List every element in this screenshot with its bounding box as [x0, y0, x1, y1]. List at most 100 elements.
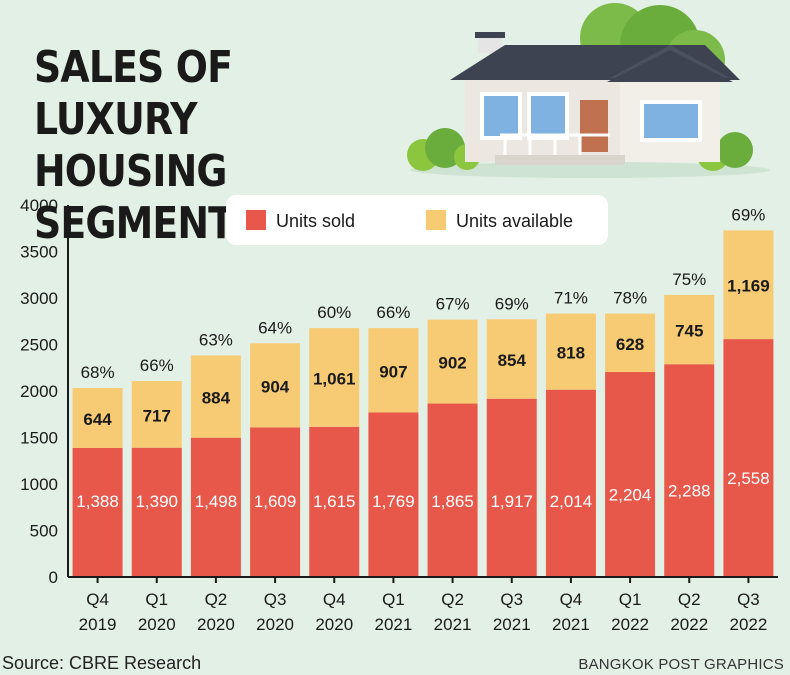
bar-units-sold	[368, 412, 419, 577]
bar-units-available	[545, 313, 596, 390]
label-percent-sold: 67%	[436, 295, 470, 314]
bar-units-sold	[309, 426, 360, 577]
legend-swatch-available	[426, 210, 446, 230]
x-tick-year: 2021	[375, 615, 413, 634]
legend-swatch-sold	[246, 210, 266, 230]
x-tick-year: 2019	[79, 615, 117, 634]
bar-units-available	[131, 381, 182, 448]
graphics-credit: BANGKOK POST GRAPHICS	[578, 656, 784, 673]
bar-units-sold	[486, 398, 537, 577]
porch-railing	[500, 133, 610, 155]
y-tick-label: 2500	[20, 336, 58, 355]
label-units-sold: 1,865	[431, 492, 474, 511]
label-percent-sold: 69%	[731, 205, 765, 224]
y-axis: 0 500 1000 1500 2000 2500 3000 3500 4000	[20, 196, 69, 587]
y-tick-label: 2000	[20, 382, 58, 401]
legend-label-sold: Units sold	[276, 211, 355, 231]
bar-units-available	[723, 230, 774, 340]
x-tick-year: 2022	[730, 615, 768, 634]
label-units-sold: 1,609	[254, 492, 297, 511]
label-units-available: 717	[143, 406, 171, 425]
label-percent-sold: 64%	[258, 318, 292, 337]
label-units-sold: 2,204	[609, 486, 652, 505]
chimney	[478, 35, 502, 53]
y-tick-label: 1500	[20, 429, 58, 448]
x-tick-quarter: Q1	[382, 590, 405, 609]
label-units-available: 902	[438, 354, 466, 373]
x-tick-quarter: Q3	[264, 590, 287, 609]
x-tick-year: 2020	[197, 615, 235, 634]
bar-units-sold	[427, 403, 478, 577]
legend-label-available: Units available	[456, 211, 573, 231]
bar-units-sold	[605, 372, 656, 577]
x-tick-year: 2022	[611, 615, 649, 634]
y-tick-label: 4000	[20, 196, 58, 215]
bars: 1,388 644 68% 1,390 717 66% 1,498 884 63% 1,609 90…	[72, 205, 774, 577]
bar-units-available	[368, 328, 419, 413]
x-axis: Q4 2019 Q1 2020 Q2 2020 Q3 2020 Q4 2020 Q1 2021 Q2 20…	[68, 576, 778, 634]
label-units-available: 907	[379, 362, 407, 381]
bar-chart: 0 500 1000 1500 2000 2500 3000 3500 4000 1,388 64…	[20, 195, 778, 634]
y-tick-label: 500	[30, 522, 58, 541]
label-units-sold: 1,769	[372, 492, 415, 511]
label-units-sold: 1,615	[313, 492, 356, 511]
label-units-sold: 1,388	[76, 492, 119, 511]
title-line-1: SALES OF LUXURY	[34, 42, 233, 145]
legend-box	[226, 195, 608, 245]
bar-units-available	[486, 319, 537, 399]
bar-units-sold	[664, 364, 715, 577]
bar-units-available	[250, 343, 301, 428]
label-units-sold: 1,917	[490, 492, 533, 511]
x-tick-year: 2020	[138, 615, 176, 634]
label-units-available: 1,169	[727, 277, 770, 296]
label-percent-sold: 63%	[199, 330, 233, 349]
bar-units-available	[427, 319, 478, 404]
x-tick-year: 2021	[434, 615, 472, 634]
x-tick-quarter: Q3	[737, 590, 760, 609]
x-tick-quarter: Q1	[145, 590, 168, 609]
label-percent-sold: 66%	[376, 303, 410, 322]
label-units-sold: 2,014	[550, 492, 593, 511]
label-units-available: 1,061	[313, 369, 356, 388]
x-tick-year: 2021	[493, 615, 531, 634]
porch-steps	[495, 155, 625, 165]
bar-units-available	[664, 294, 715, 365]
label-percent-sold: 66%	[140, 356, 174, 375]
x-tick-quarter: Q1	[619, 590, 642, 609]
x-tick-quarter: Q2	[441, 590, 464, 609]
label-units-available: 904	[261, 377, 290, 396]
label-percent-sold: 75%	[672, 270, 706, 289]
x-tick-quarter: Q2	[205, 590, 228, 609]
label-units-available: 644	[83, 410, 112, 429]
bar-units-sold	[723, 339, 774, 577]
label-units-available: 884	[202, 389, 231, 408]
bar-units-available	[72, 388, 123, 448]
bar-units-available	[605, 313, 656, 373]
y-tick-label: 3000	[20, 289, 58, 308]
label-units-available: 818	[557, 344, 585, 363]
x-tick-year: 2020	[315, 615, 353, 634]
bar-units-available	[190, 355, 241, 438]
house-illustration	[407, 3, 770, 178]
label-units-sold: 2,288	[668, 482, 711, 501]
x-tick-year: 2020	[256, 615, 294, 634]
ground-shadow	[410, 162, 770, 178]
label-percent-sold: 69%	[495, 294, 529, 313]
label-units-sold: 1,390	[135, 492, 178, 511]
label-percent-sold: 60%	[317, 303, 351, 322]
label-units-available: 628	[616, 335, 644, 354]
x-tick-year: 2021	[552, 615, 590, 634]
bar-units-sold	[190, 437, 241, 577]
label-units-sold: 1,498	[195, 492, 238, 511]
front-door	[580, 100, 608, 152]
bar-units-sold	[250, 427, 301, 577]
label-percent-sold: 68%	[81, 363, 115, 382]
bar-units-sold	[545, 389, 596, 577]
label-units-available: 745	[675, 322, 703, 341]
label-percent-sold: 78%	[613, 289, 647, 308]
x-tick-quarter: Q2	[678, 590, 701, 609]
x-tick-quarter: Q4	[86, 590, 109, 609]
windows	[480, 92, 702, 142]
y-tick-label: 0	[49, 568, 58, 587]
y-tick-label: 3500	[20, 243, 58, 262]
